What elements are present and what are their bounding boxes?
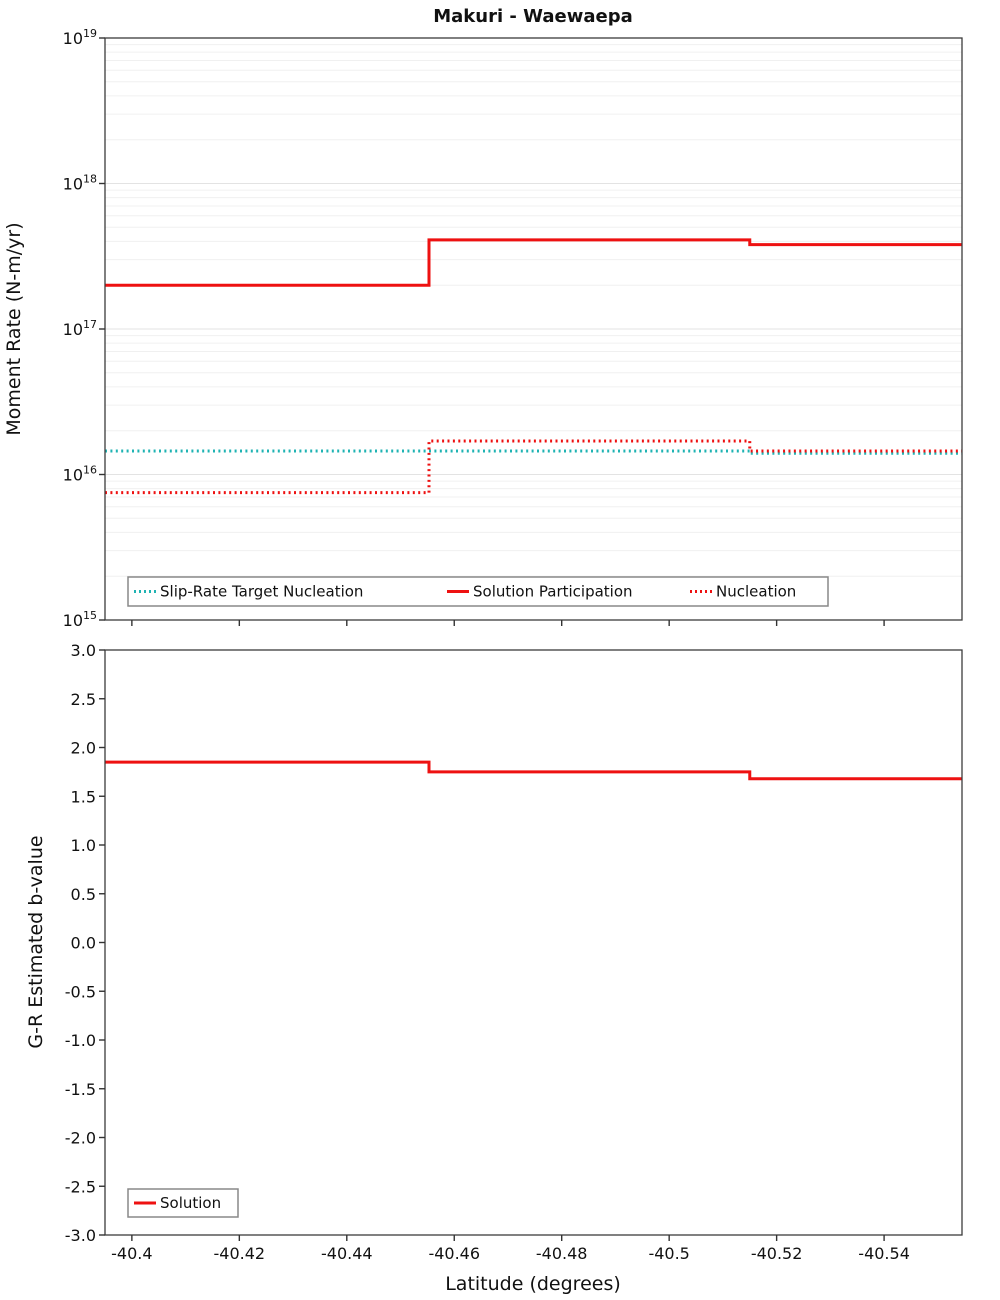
y-tick-label: 1018 [63,173,97,194]
series-lines [105,238,962,495]
y-axis-label-moment-rate: Moment Rate (N-m/yr) [3,222,25,435]
series-line-nucleation [105,439,962,495]
axis-ticks: -40.4 -40.42 -40.44 -40.46 -40.48 -40.5 -40.52… [65,641,910,1263]
legend-moment-rate: Slip-Rate Target Nucleation Solution Part… [127,576,829,607]
x-tick-label: -40.4 [111,1244,152,1263]
y-tick-label: 2.0 [71,739,96,758]
y-tick-label: -1.5 [65,1080,96,1099]
series-line-solution-participation [105,238,962,287]
x-tick-label: -40.48 [536,1244,588,1263]
moment-rate-panel: 1015 1016 1017 1018 1019 Slip-Rate Target Nu… [3,6,963,630]
y-tick-label: 2.5 [71,690,96,709]
legend-label: Solution [160,1194,221,1212]
y-tick-label: 0.5 [71,885,96,904]
y-tick-label: -2.0 [65,1129,96,1148]
series-lines [105,760,962,781]
y-axis-label-b-value: G-R Estimated b-value [25,835,47,1048]
x-tick-label: -40.46 [428,1244,480,1263]
y-tick-label: -0.5 [65,982,96,1001]
y-tick-label: 1.5 [71,787,96,806]
legend-label: Solution Participation [473,583,633,601]
x-axis-label-latitude: Latitude (degrees) [445,1273,621,1295]
b-value-panel: -40.4 -40.42 -40.44 -40.46 -40.48 -40.5 -40.52… [25,641,963,1295]
y-tick-label: 1016 [63,464,97,485]
legend-label: Slip-Rate Target Nucleation [160,583,363,601]
x-tick-label: -40.5 [648,1244,689,1263]
legend-b-value: Solution [127,1188,239,1218]
x-tick-label: -40.42 [214,1244,266,1263]
x-tick-label: -40.44 [321,1244,373,1263]
series-line-solution [105,760,962,781]
plot-border [104,649,963,1236]
y-tick-label: 1.0 [71,836,96,855]
gridlines [105,44,962,577]
plot-frame [104,649,963,1236]
x-tick-label: -40.54 [858,1244,910,1263]
y-tick-label: -2.5 [65,1177,96,1196]
x-tick-label: -40.52 [751,1244,803,1263]
axis-ticks: 1015 1016 1017 1018 1019 [63,27,885,630]
y-tick-label: 0.0 [71,934,96,953]
y-tick-label: 1019 [63,27,97,48]
y-tick-label: 1015 [63,609,97,630]
y-tick-label: 1017 [63,318,97,339]
legend-label: Nucleation [716,583,796,601]
chart-title: Makuri - Waewaepa [433,6,632,27]
y-tick-label: -3.0 [65,1226,96,1245]
y-tick-label: 3.0 [71,641,96,660]
y-tick-label: -1.0 [65,1031,96,1050]
